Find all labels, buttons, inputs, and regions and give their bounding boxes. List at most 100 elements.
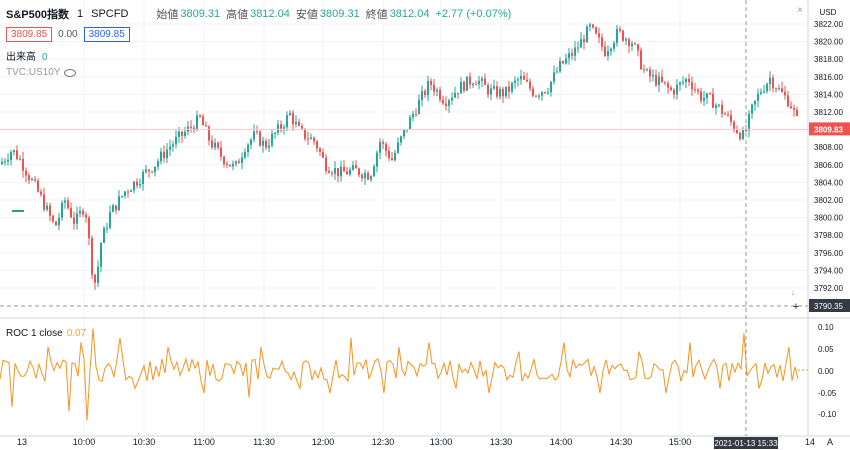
candle-body [328, 171, 330, 173]
candle-body [592, 24, 594, 28]
candle-body [16, 150, 18, 160]
scale-mode-button[interactable]: A [827, 437, 833, 447]
candle-body [139, 183, 141, 186]
candle-body [556, 71, 558, 73]
plus-icon[interactable]: + [793, 301, 799, 313]
candle-body [514, 80, 516, 83]
symbol-title[interactable]: S&P500指数 [6, 9, 69, 21]
candle-body [628, 39, 630, 47]
symbol-code[interactable]: SPCFD [91, 8, 129, 20]
high-label: 高値 [226, 9, 249, 21]
candle-body [682, 82, 684, 84]
candle-body [775, 88, 777, 90]
candle-body [175, 136, 177, 145]
candle-body [520, 75, 522, 80]
candle-body [634, 43, 636, 45]
candle-body [55, 221, 57, 226]
crosshair-time-tag-bg [714, 437, 778, 449]
candle-body [712, 93, 714, 108]
crosshair-price-tag: 3790.35 [814, 302, 843, 311]
candle-body [118, 196, 120, 211]
candle-body [238, 161, 240, 164]
candle-body [631, 43, 633, 47]
candle-body [379, 141, 381, 153]
candle-body [88, 217, 90, 239]
candle-body [82, 210, 84, 215]
candle-body [469, 76, 471, 85]
eye-icon[interactable] [64, 68, 77, 77]
price-tick-label: 3816.00 [814, 73, 843, 82]
time-tick-label: 13:00 [430, 437, 453, 447]
last-price-tag: 3809.83 [814, 125, 843, 134]
roc-legend: ROC 1 close 0.07 [6, 328, 86, 339]
candle-body [376, 152, 378, 167]
candle-body [412, 113, 414, 118]
candle-body [109, 211, 111, 228]
candle-body [184, 131, 186, 136]
candle-body [505, 86, 507, 97]
candle-body [7, 159, 9, 162]
candle-body [433, 84, 435, 92]
candle-body [763, 91, 765, 93]
candle-body [226, 163, 228, 165]
candle-body [454, 92, 456, 98]
crosshair-time-tag: 2021-01-13 15:33 [714, 439, 778, 448]
overlay-label[interactable]: TVC:US10Y [6, 67, 61, 78]
candle-body [145, 169, 147, 172]
candle-body [697, 89, 699, 92]
price-tick-label: 3802.00 [814, 196, 843, 205]
candle-body [373, 166, 375, 177]
roc-series [0, 328, 808, 421]
candle-body [70, 207, 72, 218]
bid-button[interactable]: 3809.85 [6, 26, 53, 42]
candle-body [493, 86, 495, 89]
ask-button[interactable]: 3809.85 [83, 26, 130, 42]
candle-body [382, 141, 384, 144]
candle-body [736, 129, 738, 133]
candle-body [796, 109, 798, 116]
candle-body [793, 108, 795, 110]
arrow-down-icon[interactable]: ↓ [791, 287, 796, 297]
high-value: 3812.04 [250, 8, 290, 20]
candle-body [10, 151, 12, 160]
candle-body [172, 144, 174, 147]
candle-body [1, 161, 3, 165]
candle-body [397, 142, 399, 153]
currency-label[interactable]: USD [820, 8, 837, 17]
timeframe[interactable]: 1 [76, 8, 84, 20]
close-icon[interactable]: × [797, 5, 803, 16]
candle-body [673, 89, 675, 95]
candle-body [703, 98, 705, 101]
price-tick-label: 3806.00 [814, 161, 843, 170]
candle-body [112, 205, 114, 212]
candle-body [304, 128, 306, 139]
time-tick-label: 15:00 [669, 437, 692, 447]
candle-body [478, 80, 480, 85]
candle-body [421, 91, 423, 100]
candle-body [691, 82, 693, 90]
candle-body [46, 205, 48, 210]
candle-body [394, 152, 396, 161]
candle-body [316, 141, 318, 149]
candle-body [700, 91, 702, 101]
candle-body [607, 51, 609, 56]
candle-body [685, 78, 687, 83]
roc-tick-label: 0.00 [818, 367, 834, 376]
time-tick-label: 12:30 [372, 437, 395, 447]
candle-body [367, 173, 369, 180]
candle-body [292, 112, 294, 125]
time-tick-label: 10:00 [73, 437, 96, 447]
candle-body [205, 125, 207, 127]
candle-body [649, 69, 651, 77]
roc-label[interactable]: ROC 1 close [6, 328, 63, 339]
candle-body [19, 158, 21, 160]
candle-body [97, 266, 99, 283]
candle-body [163, 151, 165, 159]
roc-line [0, 328, 799, 421]
volume-label[interactable]: 出来高 [6, 52, 36, 63]
candle-body [784, 91, 786, 96]
candle-body [499, 89, 501, 97]
candle-body [670, 87, 672, 90]
